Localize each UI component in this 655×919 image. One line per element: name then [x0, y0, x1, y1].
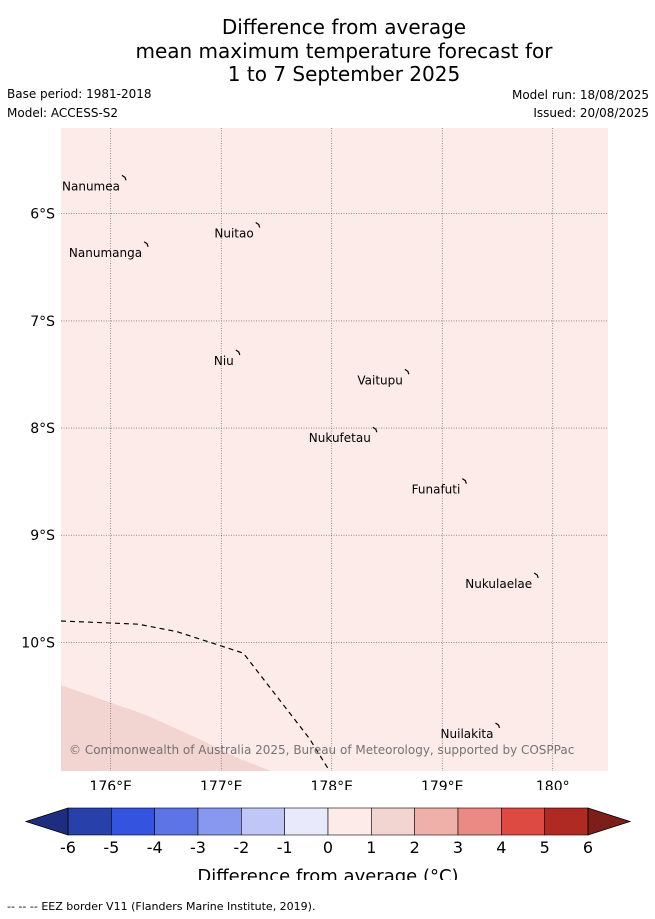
- colorbar-tick-label: -1: [277, 838, 293, 857]
- island-nuilakita: Nuilakita: [441, 722, 501, 741]
- colorbar-bin: [154, 807, 199, 836]
- colorbar-bin: [327, 807, 372, 836]
- colorbar-over-arrow: [587, 807, 632, 836]
- colorbar-tick-label: 4: [496, 838, 506, 857]
- colorbar-bins: [67, 807, 589, 836]
- lat-tick-label: 10°S: [21, 635, 55, 651]
- lon-tick-label: 176°E: [89, 779, 132, 790]
- island-shape: [462, 478, 467, 484]
- legend-footer: -- -- -- EEZ border V11 (Flanders Marine…: [7, 900, 315, 913]
- lat-tick-label: 9°S: [30, 528, 55, 544]
- issued-date: Issued: 20/08/2025: [533, 106, 649, 120]
- island-shape: [495, 722, 501, 729]
- colorbar-bin: [414, 807, 459, 836]
- lon-tick-label: 177°E: [200, 779, 243, 790]
- model-run: Model run: 18/08/2025: [511, 88, 649, 102]
- colorbar-bin: [241, 807, 285, 836]
- colorbar-tick-label: 0: [323, 838, 333, 857]
- gridlines: [61, 128, 608, 771]
- island-shape: [404, 368, 410, 375]
- colorbar-bin: [111, 807, 155, 836]
- island-shape: [143, 241, 149, 248]
- island-label: Nanumanga: [69, 246, 142, 260]
- island-shape: [255, 222, 261, 228]
- colorbar-tick-label: 1: [366, 838, 376, 857]
- island-nanumanga: Nanumanga: [69, 241, 149, 260]
- longitude-labels: 176°E 177°E 178°E 179°E 180°: [89, 779, 569, 790]
- island-label: Nuitao: [214, 227, 253, 241]
- base-period: Base period: 1981-2018: [7, 87, 152, 101]
- colorbar-label: Difference from average (°C): [197, 866, 458, 880]
- colorbar-tick-label: -3: [190, 838, 206, 857]
- lon-tick-label: 178°E: [310, 779, 353, 790]
- latitude-labels: 6°S 7°S 8°S 9°S 10°S: [21, 207, 55, 652]
- colorbar-tick-label: 5: [540, 838, 550, 857]
- island-shape: [533, 572, 539, 579]
- lat-tick-label: 8°S: [30, 421, 55, 437]
- island-label: Nuilakita: [441, 727, 494, 741]
- lon-tick-label: 179°E: [421, 779, 464, 790]
- island-nukulaelae: Nukulaelae: [465, 572, 539, 591]
- colorbar-tick-label: 3: [453, 838, 463, 857]
- island-nuitao: Nuitao: [214, 222, 261, 241]
- colorbar-bin: [501, 807, 545, 836]
- colorbar-tick-label: -6: [60, 838, 76, 857]
- colorbar-tick-label: -5: [103, 838, 119, 857]
- lat-tick-label: 7°S: [30, 314, 55, 330]
- island-funafuti: Funafuti: [412, 478, 467, 497]
- colorbar-bin: [197, 807, 242, 836]
- eez-legend-symbol: -- -- --: [7, 900, 38, 913]
- lon-tick-label: 180°: [536, 779, 570, 790]
- title-line-2: mean maximum temperature forecast for: [135, 38, 553, 63]
- model-name: Model: ACCESS-S2: [7, 106, 119, 120]
- island-nukufetau: Nukufetau: [309, 426, 378, 445]
- colorbar-under-arrow: [24, 807, 69, 836]
- eez-legend-text: EEZ border V11 (Flanders Marine Institut…: [41, 900, 316, 913]
- colorbar: -6 -5 -4 -3 -2 -1 0 1 2 3 4 5 6 Difference from aver…: [24, 807, 632, 880]
- island-nanumea: Nanumea: [62, 174, 127, 193]
- colorbar-bin: [371, 807, 415, 836]
- colorbar-bin: [67, 807, 112, 836]
- warm-anomaly-region: [61, 685, 271, 771]
- colorbar-tick-label: -4: [147, 838, 163, 857]
- colorbar-tick-label: 2: [410, 838, 420, 857]
- map-title: Difference from average mean maximum tem…: [0, 15, 655, 87]
- title-line-1: Difference from average: [221, 15, 467, 39]
- colorbar-bin: [457, 807, 502, 836]
- copyright-text: © Commonwealth of Australia 2025, Bureau…: [69, 743, 574, 757]
- island-shape: [121, 174, 127, 181]
- colorbar-bin: [284, 807, 329, 836]
- map-panel: Nanumea Nuitao Nanumanga Niu Vaitupu Nukufeta…: [21, 128, 608, 790]
- island-shape: [235, 349, 241, 356]
- island-label: Nanumea: [62, 179, 120, 193]
- colorbar-bin: [544, 807, 589, 836]
- island-label: Vaitupu: [357, 373, 403, 387]
- island-label: Funafuti: [412, 483, 461, 497]
- island-label: Niu: [214, 354, 234, 368]
- eez-border-line: [60, 620, 331, 772]
- islands-layer: Nanumea Nuitao Nanumanga Niu Vaitupu Nukufeta…: [62, 174, 539, 741]
- island-label: Nukulaelae: [465, 577, 532, 591]
- colorbar-tick-labels: -6 -5 -4 -3 -2 -1 0 1 2 3 4 5 6: [60, 838, 593, 857]
- island-shape: [372, 426, 378, 433]
- colorbar-tick-label: -2: [233, 838, 249, 857]
- colorbar-tick-label: 6: [583, 838, 593, 857]
- lat-tick-label: 6°S: [30, 207, 55, 223]
- island-niu: Niu: [214, 349, 241, 368]
- island-vaitupu: Vaitupu: [357, 368, 410, 387]
- title-line-3: 1 to 7 September 2025: [227, 62, 461, 86]
- island-label: Nukufetau: [309, 431, 371, 445]
- map-background: [61, 128, 608, 771]
